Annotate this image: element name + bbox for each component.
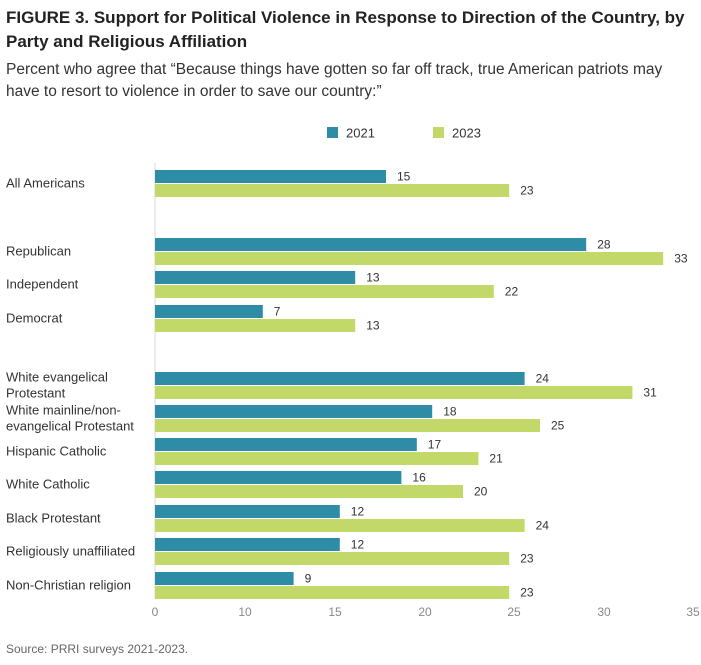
category-label: White Catholic	[6, 477, 90, 492]
bar-2023	[155, 519, 525, 532]
x-tick-label: 25	[507, 605, 521, 619]
x-tick-label: 10	[238, 605, 252, 619]
bar-value-label: 23	[520, 586, 534, 600]
bar-2023	[155, 319, 356, 332]
bar-value-label: 22	[505, 285, 519, 299]
bar-2023	[155, 386, 633, 399]
category-label: Protestant	[6, 386, 66, 401]
category-label: All Americans	[6, 176, 85, 191]
bar-2021	[155, 271, 356, 284]
bar-value-label: 17	[428, 438, 442, 452]
bars: 15 23 28 33 13 22 7 13 24 31 18 25 17 21 16 20 12 24 12 23 9…	[155, 170, 688, 600]
category-label: White mainline/non-	[6, 403, 121, 418]
bar-value-label: 31	[643, 386, 657, 400]
bar-value-label: 9	[305, 572, 312, 586]
bar-value-label: 24	[536, 519, 550, 533]
bar-value-label: 23	[520, 552, 534, 566]
bar-2023	[155, 285, 494, 298]
category-label: White evangelical	[6, 370, 108, 385]
bar-value-label: 24	[536, 372, 550, 386]
x-tick-label: 35	[686, 605, 700, 619]
bar-2021	[155, 405, 433, 418]
bar-2021	[155, 170, 386, 183]
legend-label-2023: 2023	[452, 126, 481, 141]
bar-2023	[155, 586, 510, 599]
bar-2021	[155, 572, 294, 585]
bar-2021	[155, 438, 417, 451]
x-tick-label: 15	[328, 605, 342, 619]
bar-2023	[155, 184, 510, 197]
bar-value-label: 25	[551, 419, 565, 433]
x-tick-label: 20	[418, 605, 432, 619]
bar-chart: 2021 2023 All AmericansRepublicanIndepend…	[6, 126, 700, 620]
bar-2023	[155, 419, 540, 432]
legend-label-2021: 2021	[346, 126, 375, 141]
bar-2023	[155, 252, 664, 265]
bar-2021	[155, 471, 402, 484]
bar-value-label: 21	[489, 452, 503, 466]
legend-swatch-2023	[433, 127, 444, 138]
category-label: Hispanic Catholic	[6, 444, 107, 459]
bar-2023	[155, 452, 479, 465]
category-label: Black Protestant	[6, 511, 101, 526]
bar-value-label: 18	[443, 405, 457, 419]
bar-2021	[155, 372, 525, 385]
bar-value-label: 28	[597, 238, 611, 252]
bar-2021	[155, 538, 340, 551]
bar-value-label: 33	[674, 252, 688, 266]
category-label: Religiously unaffiliated	[6, 544, 135, 559]
bar-2023	[155, 552, 510, 565]
x-tick-label: 0	[152, 605, 159, 619]
bar-2021	[155, 505, 340, 518]
category-label: evangelical Protestant	[6, 419, 134, 434]
category-label: Non-Christian religion	[6, 578, 131, 593]
bar-value-label: 13	[366, 319, 380, 333]
x-tick-label: 30	[597, 605, 611, 619]
chart-title: FIGURE 3. Support for Political Violence…	[6, 8, 685, 51]
bar-value-label: 7	[274, 305, 281, 319]
bar-value-label: 13	[366, 271, 380, 285]
bar-2021	[155, 238, 587, 251]
chart-legend: 2021 2023	[327, 126, 481, 141]
bar-2021	[155, 305, 263, 318]
category-label: Independent	[6, 277, 79, 292]
category-labels: All Americans Republican Independent Democr…	[6, 176, 135, 593]
bar-value-label: 15	[397, 170, 411, 184]
bar-2023	[155, 485, 463, 498]
x-axis-ticks: 0 10 15 20 25 30 35	[152, 605, 700, 619]
category-label: Republican	[6, 244, 71, 259]
bar-value-label: 12	[351, 505, 365, 519]
bar-value-label: 20	[474, 485, 488, 499]
bar-value-label: 23	[520, 184, 534, 198]
category-label: Democrat	[6, 311, 63, 326]
bar-value-label: 12	[351, 538, 365, 552]
bar-value-label: 16	[412, 471, 426, 485]
chart-subtitle: Percent who agree that “Because things h…	[6, 61, 663, 100]
legend-swatch-2021	[327, 127, 338, 138]
source-note: Source: PRRI surveys 2021-2023.	[6, 642, 189, 656]
